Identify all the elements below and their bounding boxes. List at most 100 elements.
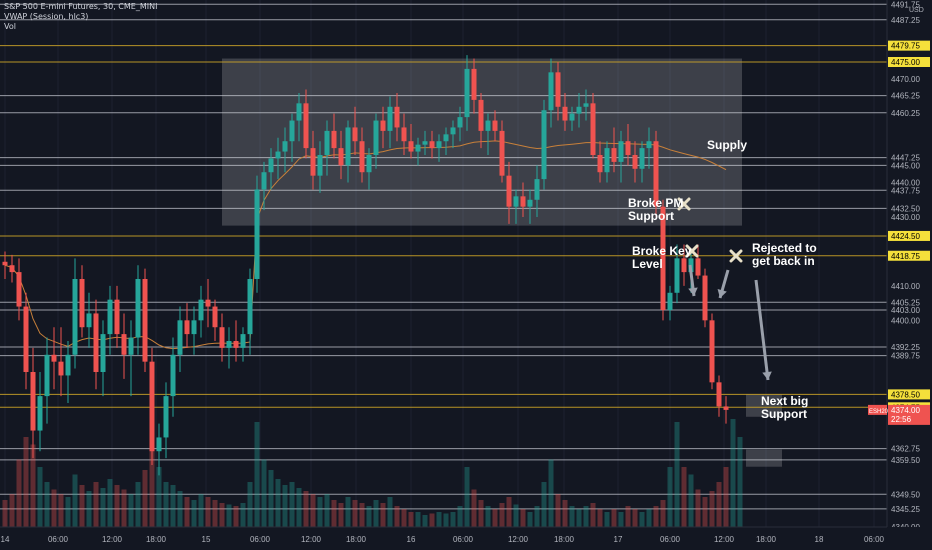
- candle: [261, 161, 267, 211]
- legend-vwap[interactable]: VWAP (Session, hlc3): [4, 12, 89, 21]
- volume-bar: [660, 500, 666, 527]
- candle: [163, 382, 169, 459]
- volume-bar: [667, 467, 673, 527]
- candle-body: [625, 141, 631, 155]
- candle-body: [562, 106, 568, 121]
- candle-body: [646, 141, 652, 149]
- candle: [485, 113, 491, 155]
- candle-body: [233, 341, 239, 348]
- volume-bar: [618, 512, 624, 527]
- candle-body: [121, 334, 127, 355]
- candle-body: [352, 127, 358, 142]
- candle: [387, 96, 393, 149]
- time-tick-label: 16: [407, 535, 416, 544]
- candle-body: [604, 148, 610, 173]
- time-tick-label: 12:00: [508, 535, 529, 544]
- volume-bar: [2, 500, 8, 527]
- price-tick-label: 4410.00: [891, 282, 920, 291]
- volume-bar: [646, 509, 652, 527]
- volume-bar: [65, 497, 71, 527]
- volume-bar: [632, 509, 638, 527]
- time-tick-label: 15: [202, 535, 211, 544]
- candle: [471, 58, 477, 114]
- candle: [576, 93, 582, 128]
- price-tick-label: 4447.25: [891, 154, 920, 163]
- candle-body: [401, 127, 407, 142]
- candle-body: [709, 320, 715, 383]
- candle-body: [303, 103, 309, 149]
- candle-body: [667, 292, 673, 310]
- price-tag-yellow: [888, 57, 930, 67]
- price-tick-label: 4430.00: [891, 213, 920, 222]
- candle: [408, 124, 414, 159]
- price-axis[interactable]: 4491.75 4487.25 4479.75 4475.00 4470.00 4465.…: [868, 0, 932, 550]
- candle-body: [618, 141, 624, 162]
- x-mark-broke-key-stroke: [685, 244, 699, 258]
- volume-bar: [93, 482, 99, 527]
- volume-bar: [310, 494, 316, 527]
- candle: [443, 127, 449, 155]
- candle-body: [632, 155, 638, 169]
- candle: [303, 89, 309, 159]
- candle-body: [576, 106, 582, 114]
- horizontal-levels[interactable]: [0, 3, 887, 510]
- candle: [72, 258, 78, 369]
- candle-body: [163, 396, 169, 438]
- candle: [310, 130, 316, 190]
- candle-body: [548, 72, 554, 111]
- candle-body: [65, 354, 71, 376]
- volume-bar: [240, 503, 246, 527]
- candle: [429, 130, 435, 159]
- candle: [79, 265, 85, 338]
- volume-bar: [457, 506, 463, 527]
- time-tick-label: 17: [614, 535, 623, 544]
- legend-vol[interactable]: Vol: [4, 22, 16, 31]
- volume-bar: [303, 491, 309, 527]
- candle: [450, 120, 456, 149]
- volume-bar: [331, 500, 337, 527]
- annotation-next-big-support: Next big Support: [761, 394, 809, 421]
- candle-body: [128, 337, 134, 355]
- volume-bar: [296, 488, 302, 527]
- candle: [345, 120, 351, 183]
- volume-bar: [576, 509, 582, 527]
- candle-body: [30, 372, 36, 431]
- candle: [212, 299, 218, 341]
- volume-bar: [653, 506, 659, 527]
- x-mark-broke-key: [685, 244, 699, 258]
- candle: [226, 327, 232, 369]
- volume-bar: [716, 482, 722, 527]
- candle: [611, 127, 617, 173]
- price-tick-label: 4405.25: [891, 298, 920, 307]
- volume-bar: [723, 467, 729, 527]
- volume-bar: [394, 506, 400, 527]
- candle: [191, 306, 197, 355]
- symbol-tag-text: ESH2022: [869, 409, 895, 415]
- candle-body: [394, 106, 400, 128]
- volume-bar: [436, 512, 442, 527]
- candle: [23, 292, 29, 390]
- volume-bar: [681, 467, 687, 527]
- candle: [534, 165, 540, 217]
- candle: [653, 130, 659, 217]
- legend-symbol[interactable]: S&P 500 E-mini Futures, 30, CME_MINI: [4, 2, 158, 11]
- price-tick-label: 4349.50: [891, 490, 920, 499]
- candle-body: [590, 103, 596, 155]
- candle-body: [44, 354, 50, 397]
- candle: [219, 313, 225, 362]
- last-price-text: 4374.00: [891, 406, 920, 415]
- candle: [128, 320, 134, 397]
- time-axis[interactable]: 14 06:00 12:00 18:00 15 06:00 12:00 18:00 16 06:0…: [0, 526, 932, 550]
- volume-bar: [443, 513, 449, 527]
- candle: [681, 244, 687, 286]
- candle: [723, 396, 729, 424]
- volume-bar: [317, 497, 323, 527]
- price-tick-label: 4487.25: [891, 16, 920, 25]
- price-tick-label: 4479.75: [891, 42, 920, 51]
- candle: [359, 127, 365, 183]
- price-tick-label: 4465.25: [891, 92, 920, 101]
- candle-body: [373, 120, 379, 155]
- candle-body: [520, 196, 526, 207]
- candle: [135, 265, 141, 355]
